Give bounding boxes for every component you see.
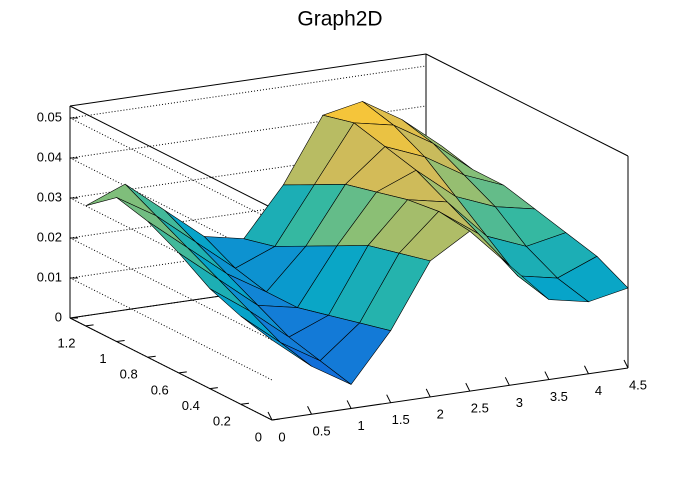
x-tick <box>346 400 352 409</box>
y-tick-label: 0.8 <box>120 367 138 382</box>
x-tick-label: 4 <box>595 383 602 398</box>
x-tick <box>583 365 589 375</box>
y-tick-label: 1.2 <box>57 335 75 350</box>
y-axis <box>69 317 273 421</box>
x-tick <box>267 411 273 421</box>
box-edge <box>69 105 273 209</box>
x-tick-label: 0.5 <box>313 424 331 439</box>
y-tick-label: 0.4 <box>182 398 200 413</box>
x-tick-label: 1.5 <box>392 412 410 427</box>
x-axis <box>271 367 629 421</box>
x-tick-label: 4.5 <box>629 377 647 392</box>
z-tick-label: 0.02 <box>37 229 62 244</box>
y-tick <box>209 387 218 390</box>
y-tick-label: 0.2 <box>213 414 231 429</box>
y-tick-label: 0.6 <box>151 382 169 397</box>
x-tick <box>386 394 392 403</box>
grid-line <box>69 117 273 221</box>
y-tick <box>240 402 249 405</box>
surface-cell <box>240 316 312 367</box>
y-tick <box>85 324 94 327</box>
x-tick-label: 3 <box>516 395 523 410</box>
box-edge <box>425 53 629 157</box>
z-tick-label: 0.03 <box>37 189 62 204</box>
x-tick <box>307 405 313 415</box>
chart-title: Graph2D <box>297 8 382 31</box>
x-tick <box>465 382 471 392</box>
x-tick-label: 0 <box>278 429 285 444</box>
z-tick-label: 0.04 <box>37 149 62 164</box>
y-tick-label: 0 <box>255 429 262 444</box>
y-tick <box>178 371 187 374</box>
x-tick <box>504 377 510 386</box>
y-tick <box>147 355 156 358</box>
z-tick-label: 0 <box>55 309 62 324</box>
x-tick <box>623 359 629 369</box>
x-tick-label: 2 <box>437 406 444 421</box>
z-tick-label: 0.05 <box>37 109 62 124</box>
x-tick <box>544 371 550 380</box>
z-tick-label: 0.01 <box>37 269 62 284</box>
y-tick-label: 1 <box>99 351 106 366</box>
x-tick-label: 2.5 <box>471 401 489 416</box>
x-tick <box>425 388 431 398</box>
x-tick-label: 3.5 <box>550 389 568 404</box>
y-tick <box>271 418 281 421</box>
y-tick <box>116 340 125 343</box>
box-edge <box>69 53 427 107</box>
x-tick-label: 1 <box>357 418 364 433</box>
